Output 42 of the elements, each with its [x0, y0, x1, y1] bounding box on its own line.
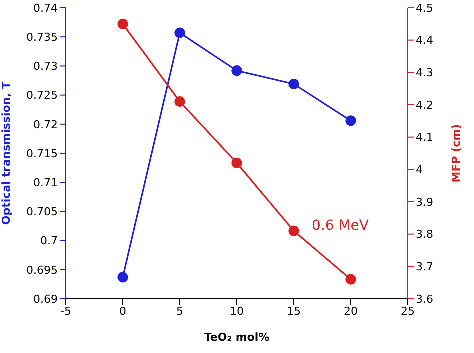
y-tick-label: 0.71 — [34, 176, 58, 190]
point — [346, 116, 356, 126]
y-tick-label: 0.7 — [40, 234, 58, 248]
y2-tick-label: 4 — [416, 164, 423, 177]
y-tick-label: 0.705 — [26, 206, 58, 219]
y2-axis-title: MFP (cm) — [450, 124, 463, 183]
point — [118, 18, 128, 30]
y-tick-label: 0.695 — [26, 264, 58, 277]
x-tick-label: 15 — [287, 304, 301, 318]
y2-tick-label: 4.4 — [416, 34, 434, 48]
y-tick-label: 0.725 — [26, 89, 58, 102]
y2-tick-label: 3.6 — [416, 292, 434, 306]
x-tick-label: 25 — [401, 304, 415, 318]
x-tick-label: 10 — [230, 304, 244, 318]
x-tick-label: 20 — [344, 304, 358, 318]
point — [232, 66, 242, 76]
y2-tick-label: 3.8 — [416, 228, 434, 242]
y-tick-label: 0.69 — [34, 292, 58, 306]
point — [288, 226, 300, 236]
point — [346, 274, 356, 285]
y2-tick-label: 4.1 — [416, 131, 434, 144]
point — [174, 96, 186, 108]
annotation: 0.6 MeV — [312, 218, 369, 234]
point — [174, 28, 186, 38]
x-tick-label: 0 — [120, 304, 126, 318]
y-tick-label: 0.74 — [34, 2, 58, 15]
y-tick-label: 0.715 — [26, 147, 58, 160]
point — [288, 78, 300, 90]
y2-tick-label: 3.7 — [416, 260, 434, 274]
y-tick-label: 0.72 — [34, 118, 58, 132]
y-tick-label: 0.73 — [34, 60, 58, 74]
y-axis-title: Optical transmission, T — [0, 81, 13, 226]
y2-tick-label: 4.5 — [416, 2, 434, 15]
y2-tick-label: 4.3 — [416, 66, 434, 80]
point — [118, 272, 128, 283]
x-tick-label: -5 — [60, 304, 72, 318]
y2-tick-label: 4.2 — [416, 98, 434, 112]
x-axis-title: TeO₂ mol% — [204, 331, 270, 344]
point — [232, 158, 242, 168]
y2-tick-label: 3.9 — [416, 196, 434, 209]
x-tick-label: 5 — [176, 304, 184, 318]
y-tick-label: 0.735 — [26, 31, 58, 44]
